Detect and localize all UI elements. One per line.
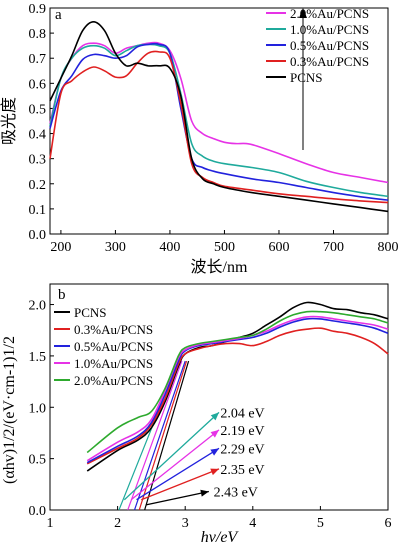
annotation-arrow: [136, 447, 220, 501]
y-tick-label: 0.5: [29, 102, 47, 117]
y-tick-label: 0.9: [29, 2, 47, 17]
x-axis-label-a: 波长/nm: [191, 258, 248, 276]
legend-label: 2.0%Au/PCNS: [74, 373, 153, 388]
y-tick-label: 0.1: [29, 203, 47, 218]
y-tick-label: 0.2: [29, 178, 47, 193]
tangent-line: [133, 360, 186, 511]
annotation-arrow-head: [210, 412, 219, 421]
y-tick-label: 0.0: [29, 504, 47, 519]
x-tick-label: 700: [323, 240, 344, 255]
annotation-arrow-head: [210, 429, 219, 438]
annotation-arrow-head: [200, 489, 209, 497]
panel-label-b: b: [58, 287, 66, 303]
x-tick-label: 1: [47, 516, 54, 531]
series-line-PCNS: [49, 20, 389, 213]
y-tick-label: 0.0: [29, 228, 47, 243]
series-line-0.3%Au/PCNS: [86, 327, 389, 465]
annotation-arrow: [141, 468, 220, 501]
x-tick-label: 3: [182, 516, 189, 531]
x-tick-label: 500: [214, 240, 235, 255]
panel-a: a 200 300 400 500 600 700 800 0.0 0.1 0.2 0.3 0.4 0.…: [0, 2, 399, 276]
x-tick-label: 300: [105, 240, 126, 255]
panel-label-a: a: [55, 7, 62, 23]
x-tick-label: 600: [268, 240, 289, 255]
y-tick-label: 0.6: [29, 77, 47, 92]
y-axis-label-a: 吸光度: [0, 97, 18, 145]
series-line-0.5%Au/PCNS: [49, 42, 389, 201]
annotation-label: 2.19 eV: [220, 424, 264, 439]
panel-b: b 1 2 3 4 5 6 0.0 0.5 1.0 1.5 2.0 2.04 eV 2.19 eV 2.…: [1, 283, 392, 546]
annotation-label: 2.35 eV: [220, 463, 264, 478]
y-axis-label-b: (αhv)1/2/(eV·cm-1)1/2: [1, 336, 18, 484]
series-line-2.0%Au/PCNS: [86, 310, 389, 454]
legend-label: 0.3%Au/PCNS: [74, 322, 153, 337]
x-tick-label: 4: [249, 516, 256, 531]
x-tick-label: 2: [114, 516, 121, 531]
tangent-line: [127, 360, 183, 511]
tangent-line: [138, 360, 188, 511]
legend-label: 1.0%Au/PCNS: [74, 356, 153, 371]
legend-label: 2.0%Au/PCNS: [290, 6, 369, 21]
legend-label: 0.5%Au/PCNS: [290, 38, 369, 53]
trend-arrow-head: [299, 8, 307, 18]
x-axis-label-b: hv/eV: [201, 529, 240, 546]
x-tick-label: 200: [50, 240, 71, 255]
legend-label: 1.0%Au/PCNS: [290, 22, 369, 37]
annotation-arrow: [130, 429, 220, 501]
y-tick-label: 0.3: [29, 153, 47, 168]
legend-label: 0.5%Au/PCNS: [74, 339, 153, 354]
tangent-line: [144, 360, 190, 511]
legend-label: PCNS: [74, 305, 107, 320]
y-tick-label: 2.0: [29, 299, 47, 314]
annotation-arrow-head: [210, 468, 219, 476]
y-tick-label: 0.8: [29, 27, 47, 42]
annotation-arrow: [145, 490, 209, 506]
annotation-arrow-head: [210, 448, 219, 456]
y-tick-label: 0.4: [29, 128, 47, 143]
series-line-0.3%Au/PCNS: [49, 50, 389, 204]
y-tick-label: 1.0: [29, 401, 47, 416]
series-line-0.5%Au/PCNS: [86, 317, 389, 464]
series-line-PCNS: [86, 301, 389, 472]
plot-frame-b: [49, 283, 389, 511]
x-tick-label: 6: [385, 516, 392, 531]
annotation-arrow: [123, 411, 220, 501]
annotation-label: 2.04 eV: [220, 406, 264, 421]
annotation-label: 2.29 eV: [220, 442, 264, 457]
x-tick-label: 400: [159, 240, 180, 255]
series-line-2.0%Au/PCNS: [49, 41, 389, 184]
y-tick-label: 1.5: [29, 350, 47, 365]
x-tick-label: 800: [378, 240, 399, 255]
legend-label: 0.3%Au/PCNS: [290, 54, 369, 69]
annotation-label: 2.43 eV: [214, 486, 258, 501]
x-tick-label: 5: [317, 516, 324, 531]
legend-label: PCNS: [290, 70, 323, 85]
y-tick-label: 0.5: [29, 453, 47, 468]
y-tick-label: 0.7: [29, 52, 47, 67]
